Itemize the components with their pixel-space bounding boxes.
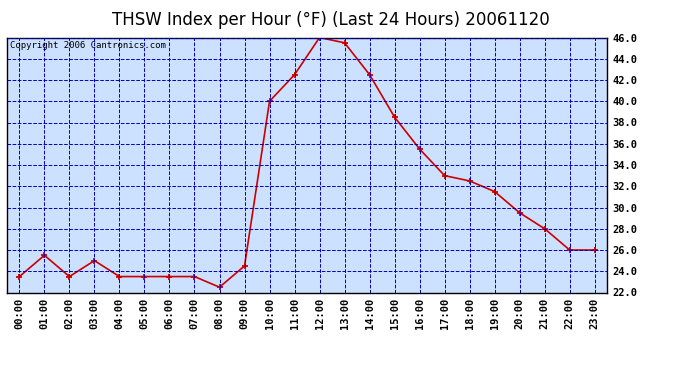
Text: Copyright 2006 Cantronics.com: Copyright 2006 Cantronics.com — [10, 41, 166, 50]
Text: THSW Index per Hour (°F) (Last 24 Hours) 20061120: THSW Index per Hour (°F) (Last 24 Hours)… — [112, 11, 550, 29]
